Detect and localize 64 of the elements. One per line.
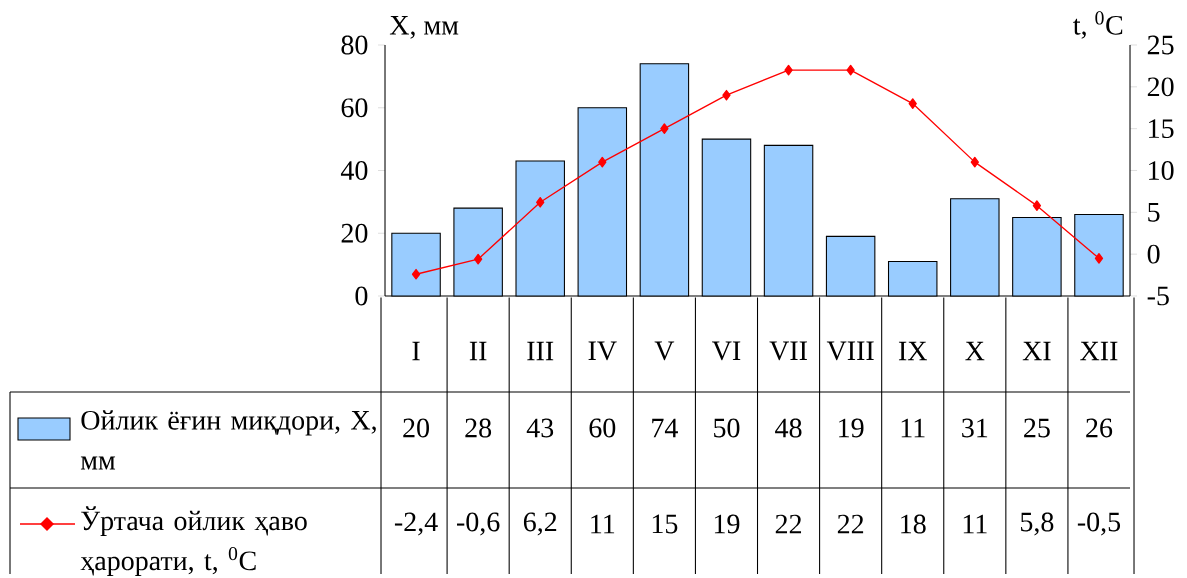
point: [970, 156, 979, 168]
data-label: 11: [591, 514, 615, 534]
x-tick-label: VIII: [826, 341, 874, 361]
data-label: 74: [652, 418, 678, 438]
x-tick-label: X: [965, 341, 985, 361]
point: [846, 64, 855, 76]
data-label: 19: [839, 418, 864, 438]
point: [473, 253, 483, 265]
y2-tick-label: 20: [1147, 77, 1174, 97]
data-label: 48: [775, 418, 802, 438]
y-tick-label: 80: [341, 35, 368, 55]
y2-tick-label: 25: [1147, 35, 1174, 55]
data-label: 50: [714, 418, 740, 438]
data-label: 5,8: [1021, 512, 1054, 536]
point: [1032, 200, 1042, 211]
data-label: -0,6: [457, 512, 500, 536]
x-tick-label: IX: [898, 341, 927, 361]
data-label: 25: [1024, 418, 1050, 438]
point: [411, 268, 421, 280]
data-label: 28: [465, 418, 492, 438]
point: [598, 156, 607, 168]
data-label: 60: [589, 418, 616, 438]
x-tick-label: II: [469, 341, 487, 361]
y2-axis-title: t, $^{0}$C: [1073, 11, 1123, 39]
legend-label: Ойлик ёғин миқдори, X, мм: [80, 410, 376, 470]
data-label: 26: [1086, 418, 1113, 438]
x-tick-label: I: [412, 341, 420, 361]
data-label: 11: [963, 514, 987, 534]
x-tick-label: VI: [712, 341, 741, 361]
y2-tick-label: 15: [1149, 119, 1174, 139]
y-tick-label: 60: [341, 98, 368, 118]
x-tick-label: XII: [1080, 341, 1118, 361]
data-label: 31: [962, 418, 988, 438]
data-label: -2,4: [394, 512, 438, 536]
x-tick-label: IV: [588, 341, 617, 361]
point: [536, 196, 545, 208]
legend-label: Ўртача ойлик ҳаво ҳарорати, t, $^{0}$C: [80, 506, 307, 576]
data-label: 6,2: [523, 512, 557, 536]
y-tick-label: 40: [340, 161, 368, 180]
point: [1094, 253, 1104, 264]
y-tick-label: 20: [341, 223, 368, 243]
data-label: 15: [652, 514, 678, 534]
data-label: 19: [714, 514, 740, 534]
y-tick-label: 0: [355, 286, 368, 306]
point: [660, 123, 669, 134]
y2-tick-label: 0: [1147, 244, 1160, 264]
y2-tick-label: 10: [1149, 161, 1174, 180]
data-label: 22: [837, 514, 864, 534]
data-label: 22: [775, 514, 802, 534]
data-label: -0,5: [1077, 512, 1121, 536]
data-label: 43: [526, 418, 554, 438]
y2-tick-label: 5: [1148, 203, 1160, 222]
x-tick-label: V: [654, 341, 675, 361]
point: [908, 98, 917, 109]
data-label: 18: [901, 514, 926, 534]
x-tick-label: III: [527, 341, 554, 361]
data-label: 11: [901, 418, 925, 438]
point: [784, 64, 793, 76]
y-axis-title: X, мм: [389, 16, 459, 39]
data-label: 20: [403, 418, 429, 438]
x-tick-label: XI: [1022, 341, 1051, 361]
point: [722, 89, 731, 101]
x-tick-label: VII: [769, 341, 807, 361]
y2-tick-label: -5: [1147, 286, 1169, 306]
